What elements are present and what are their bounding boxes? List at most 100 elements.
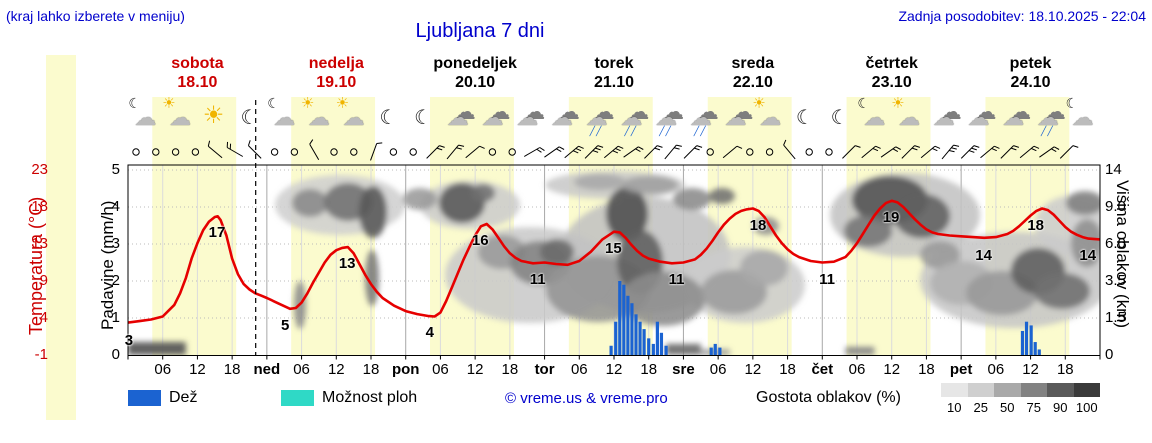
wind-barb-icon <box>623 146 644 158</box>
day-date: 18.10 <box>177 74 218 91</box>
weather-icon-sunny: ☀ <box>197 99 233 139</box>
wind-calm-icon <box>330 148 338 156</box>
temperature-value-label: 11 <box>529 270 546 288</box>
day-date: 21.10 <box>593 74 635 91</box>
rain-drops-icon: ╱╱ <box>659 126 672 136</box>
temperature-axis-tick: -1 <box>34 346 48 363</box>
precipitation-axis-tick: 4 <box>111 198 120 215</box>
copyright-link[interactable]: © vreme.us & vreme.pro <box>505 390 668 407</box>
moon-icon: ☾ <box>379 107 398 129</box>
sun-icon: ☀ <box>162 95 176 112</box>
cloud-icon: ☁ <box>967 105 990 130</box>
cloud-density-scale-box <box>967 383 994 397</box>
wind-barb-icon <box>603 145 624 159</box>
cloud-density-blobs <box>128 171 1100 355</box>
x-axis-label: sre <box>672 361 695 378</box>
x-axis-label: 06 <box>154 361 172 378</box>
x-axis-label: 18 <box>640 361 658 378</box>
cloud-icon: ☁ <box>169 105 192 130</box>
cloud-icon: ☁ <box>1071 105 1094 130</box>
wind-barb-icon <box>901 145 921 159</box>
temperature-value-label: 13 <box>338 255 356 273</box>
x-axis-label: 06 <box>293 361 310 378</box>
wind-calm-icon <box>805 148 813 156</box>
x-axis-label: 12 <box>327 361 345 378</box>
temperature-value-label: 3 <box>124 332 134 350</box>
cloud-icon: ☁ <box>655 105 678 130</box>
x-axis-label: 12 <box>605 361 623 378</box>
temperature-axis-tick: 18 <box>31 198 48 215</box>
cloud-icon: ☁ <box>134 105 157 130</box>
weather-icon-sun-cloud: ☀ ☁ <box>336 95 372 139</box>
wind-calm-icon <box>191 148 200 156</box>
rain-legend-label: Dež <box>169 389 198 406</box>
temperature-value-label: 17 <box>208 224 226 242</box>
wind-barb-icon <box>370 142 383 161</box>
day-name: ponedeljek <box>433 55 517 72</box>
cloud-icon: ☁ <box>557 99 580 124</box>
cloud-icon: ☁ <box>974 99 997 124</box>
x-axis-label: 12 <box>1022 361 1039 378</box>
temperature-value-label: 14 <box>1079 247 1097 265</box>
cloud-density-scale-tick: 10 <box>947 400 962 415</box>
day-name: torek <box>594 55 634 72</box>
x-axis-label: 12 <box>466 361 484 378</box>
moon-icon: ☾ <box>128 95 141 111</box>
cloud-density-scale-box <box>994 383 1021 397</box>
x-axis-label: ned <box>253 361 281 378</box>
moon-icon: ☾ <box>1065 95 1079 111</box>
temperature-value-label: 18 <box>749 216 767 234</box>
cloud-height-axis-tick: 3.5 <box>1105 272 1126 289</box>
cloud-icon: ☁ <box>863 105 886 130</box>
weather-icon-moon-cloud: ☾ ☁ <box>1065 95 1101 139</box>
cloud-icon: ☁ <box>696 99 719 124</box>
weather-icon-cloudy: ☁ ☁ <box>995 99 1031 139</box>
cloud-density-legend-label: Gostota oblakov (%) <box>756 389 901 406</box>
temperature-value-label: 18 <box>1027 216 1045 234</box>
wind-barb-icon <box>584 145 604 159</box>
temperature-line <box>128 199 1100 324</box>
cloud-icon: ☁ <box>898 105 921 130</box>
cloud-density-scale-tick: 75 <box>1026 400 1041 415</box>
cloud-icon: ☁ <box>1002 105 1025 130</box>
cloud-density-scale-tick: 100 <box>1075 400 1098 415</box>
cloud-height-axis-tick: 14 <box>1105 161 1122 178</box>
weather-icon-rain: ☁ ☁ ╱╱ <box>683 99 719 139</box>
wind-barb-icon <box>446 144 465 160</box>
showers-legend-swatch <box>281 390 314 406</box>
sun-icon: ☀ <box>300 95 315 112</box>
cloud-icon: ☁ <box>585 105 608 130</box>
day-date: 23.10 <box>871 74 912 91</box>
day-date: 20.10 <box>455 74 496 91</box>
x-axis-label: 12 <box>883 361 901 378</box>
temperature-value-label: 11 <box>668 270 685 288</box>
wind-calm-icon <box>746 148 754 156</box>
cloud-icon: ☁ <box>689 105 712 130</box>
weather-icon-cloudy: ☁ ☁ <box>718 99 754 139</box>
cloud-height-axis-tick: 6.0 <box>1105 235 1126 252</box>
temperature-value-label: 19 <box>882 208 900 226</box>
wind-calm-icon <box>152 148 160 156</box>
x-axis-label: pon <box>391 361 420 378</box>
wind-barb-icon <box>644 145 663 159</box>
day-header: nedelja 19.10 <box>266 54 406 92</box>
temperature-axis-tick: 4 <box>39 309 48 326</box>
x-axis-label: pet <box>949 361 973 378</box>
cloud-icon: ☁ <box>550 105 573 130</box>
x-axis-label: 06 <box>848 361 866 378</box>
wind-barb-icon <box>880 146 901 158</box>
sun-icon: ☀ <box>202 102 225 129</box>
weather-icon-moon-cloud: ☾ ☁ <box>127 95 163 139</box>
sun-icon: ☀ <box>335 95 350 112</box>
day-date: 22.10 <box>732 74 773 91</box>
precipitation-axis-tick: 0 <box>111 346 120 363</box>
wind-barb-icon <box>247 140 262 159</box>
wind-barb-icon <box>920 145 941 159</box>
temperature-value-label: 4 <box>425 324 434 342</box>
x-axis-label: 18 <box>362 361 380 378</box>
cloud-icon: ☁ <box>932 105 955 130</box>
moon-icon: ☾ <box>414 107 432 129</box>
precipitation-axis-tick: 3 <box>111 235 120 252</box>
weather-icon-rain: ☁ ☁ ╱╱ <box>648 99 684 139</box>
